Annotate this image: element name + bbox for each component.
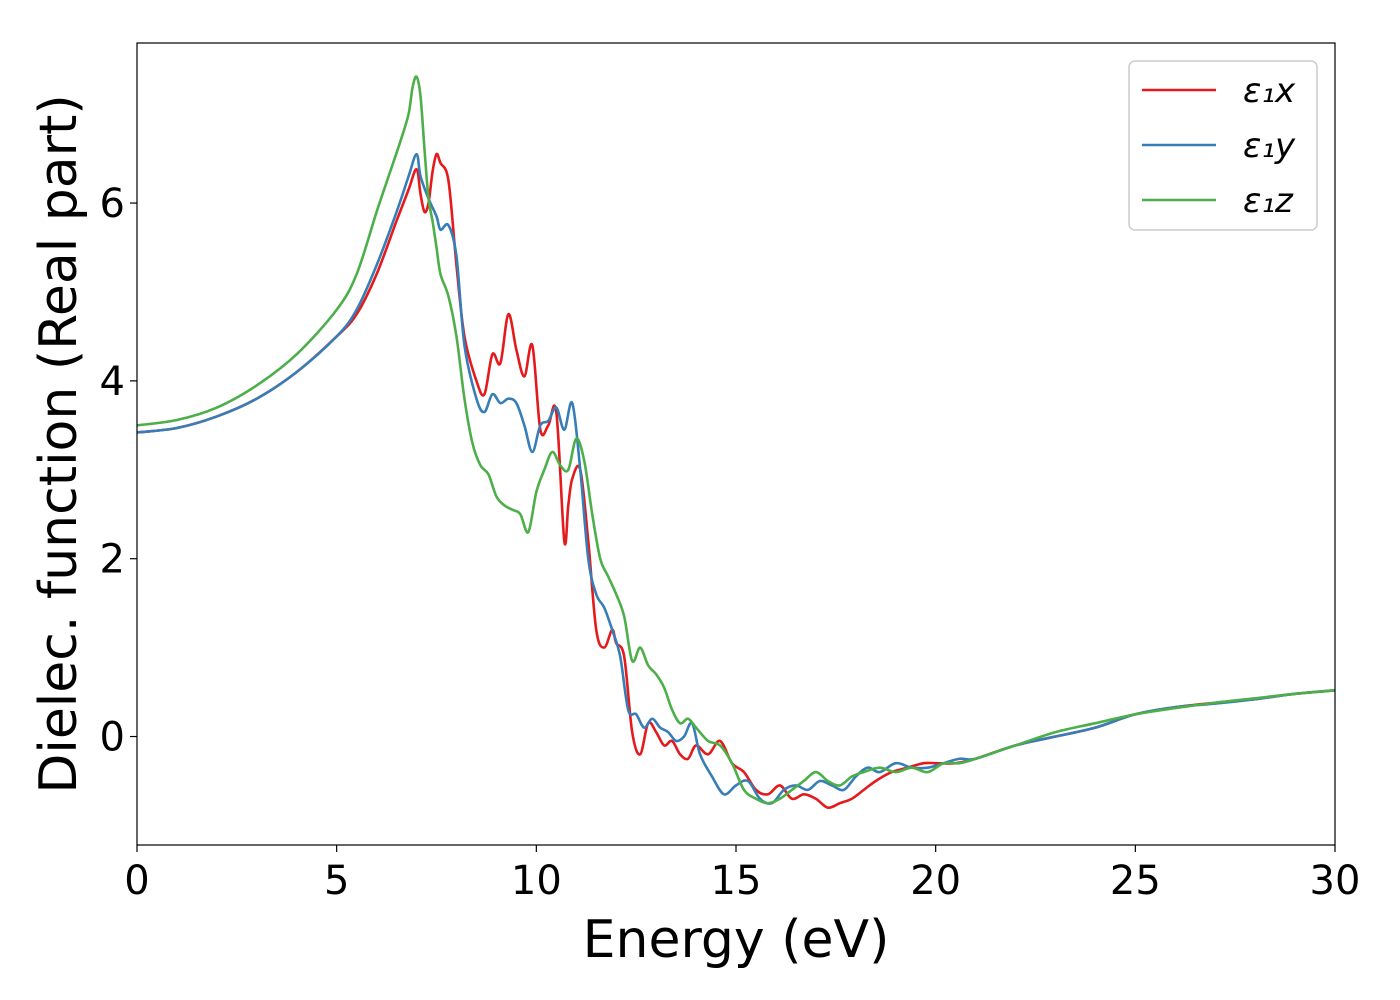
legend: ε₁x ε₁y ε₁z [1128, 60, 1318, 231]
series-layer [136, 75, 1336, 810]
y-tick-label: 6 [100, 181, 125, 227]
legend-label: ε₁z [1243, 181, 1294, 221]
x-tick-label: 20 [910, 858, 961, 904]
y-tick-label: 4 [100, 359, 125, 405]
legend-label: ε₁x [1243, 71, 1296, 111]
x-tick-label: 30 [1310, 858, 1361, 904]
x-tick-label: 5 [324, 858, 349, 904]
y-tick-label: 2 [100, 537, 125, 583]
legend-box [1128, 60, 1318, 231]
x-axis: 0 5 10 15 20 25 30 [124, 845, 1360, 904]
x-axis-label: Energy (eV) [583, 910, 890, 970]
x-tick-label: 10 [511, 858, 562, 904]
x-tick-label: 15 [711, 858, 762, 904]
series-line-3 [136, 75, 1336, 805]
y-axis: 0 2 4 6 [100, 181, 137, 761]
x-tick-label: 0 [124, 858, 149, 904]
x-tick-label: 25 [1110, 858, 1161, 904]
y-tick-label: 0 [100, 715, 125, 761]
legend-label: ε₁y [1243, 126, 1296, 166]
y-axis-label: Dielec. function (Real part) [29, 94, 89, 793]
